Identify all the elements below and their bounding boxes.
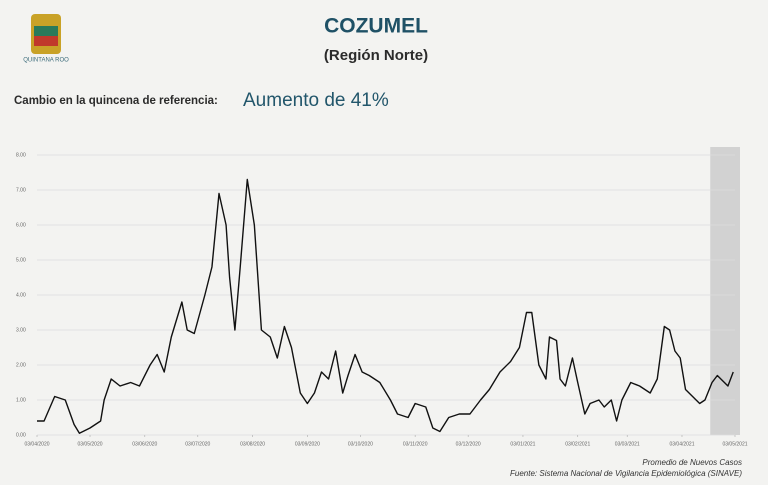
- logo-text: QUINTANA ROO: [23, 58, 69, 64]
- y-tick-label: 0.00: [16, 432, 26, 438]
- x-tick-label: 03/05/2021: [722, 441, 747, 447]
- chart-subtitle: (Región Norte): [324, 47, 428, 64]
- y-tick-label: 4.00: [16, 292, 26, 298]
- reference-value: Aumento de 41%: [243, 90, 389, 111]
- x-tick-label: 03/02/2021: [565, 441, 590, 447]
- x-tick-label: 03/04/2020: [24, 441, 49, 447]
- logo: QUINTANA ROO: [23, 14, 69, 64]
- x-tick-label: 03/05/2020: [77, 441, 102, 447]
- y-tick-label: 3.00: [16, 327, 26, 333]
- x-tick-label: 03/03/2021: [615, 441, 640, 447]
- y-tick-label: 5.00: [16, 257, 26, 263]
- y-tick-label: 7.00: [16, 187, 26, 193]
- x-tick-label: 03/11/2020: [403, 441, 428, 447]
- x-tick-label: 03/06/2020: [132, 441, 157, 447]
- chart-title: COZUMEL: [324, 15, 428, 38]
- x-tick-label: 03/09/2020: [295, 441, 320, 447]
- x-tick-label: 03/01/2021: [510, 441, 535, 447]
- y-tick-label: 1.00: [16, 397, 26, 403]
- y-tick-label: 2.00: [16, 362, 26, 368]
- x-tick-label: 03/12/2020: [456, 441, 481, 447]
- x-tick-label: 03/07/2020: [185, 441, 210, 447]
- y-tick-label: 6.00: [16, 222, 26, 228]
- footnote: Promedio de Nuevos Casos: [642, 458, 742, 467]
- source: Fuente: Sistema Nacional de Vigilancia E…: [510, 469, 742, 478]
- x-tick-label: 03/08/2020: [240, 441, 265, 447]
- reference-label: Cambio en la quincena de referencia:: [14, 95, 218, 107]
- x-tick-label: 03/10/2020: [348, 441, 373, 447]
- x-tick-label: 03/04/2021: [669, 441, 694, 447]
- highlight-band: [710, 147, 740, 435]
- data-line: [37, 178, 734, 434]
- y-tick-label: 8.00: [16, 152, 26, 158]
- logo-field: [34, 36, 58, 46]
